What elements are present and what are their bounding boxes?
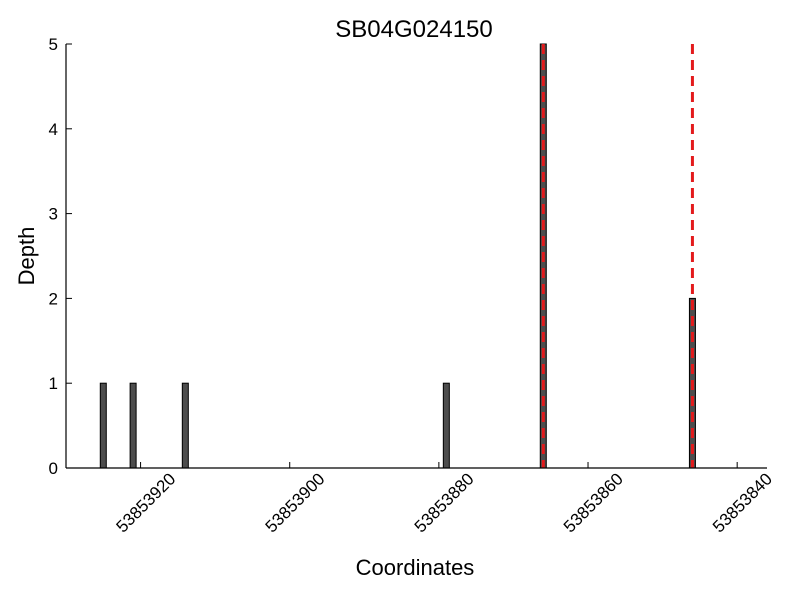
- y-tick-label-1: 1: [49, 374, 58, 393]
- bar-0: [99, 382, 107, 469]
- x-axis-label: Coordinates: [356, 555, 475, 580]
- x-tick-label-3: 53853860: [560, 469, 627, 536]
- markers-layer: [541, 44, 694, 468]
- x-tick-label-1: 53853900: [262, 469, 329, 536]
- y-tick-label-5: 5: [49, 35, 58, 54]
- x-ticks: 53853920 53853900 53853880 53853860 53853840: [112, 462, 776, 536]
- bars-layer: [99, 43, 696, 469]
- y-tick-label-4: 4: [49, 120, 58, 139]
- x-tick-label-2: 53853880: [411, 469, 478, 536]
- bar-1: [129, 382, 137, 469]
- bar-3: [442, 382, 450, 469]
- x-tick-label-4: 53853840: [709, 469, 776, 536]
- y-tick-label-0: 0: [49, 459, 58, 478]
- y-tick-label-3: 3: [49, 205, 58, 224]
- bar-2: [181, 382, 189, 469]
- y-ticks: 0 1 2 3 4 5: [49, 35, 72, 478]
- y-tick-label-2: 2: [49, 289, 58, 308]
- x-tick-label-0: 53853920: [112, 469, 179, 536]
- y-axis-label: Depth: [14, 227, 39, 286]
- chart-title: SB04G024150: [335, 16, 492, 43]
